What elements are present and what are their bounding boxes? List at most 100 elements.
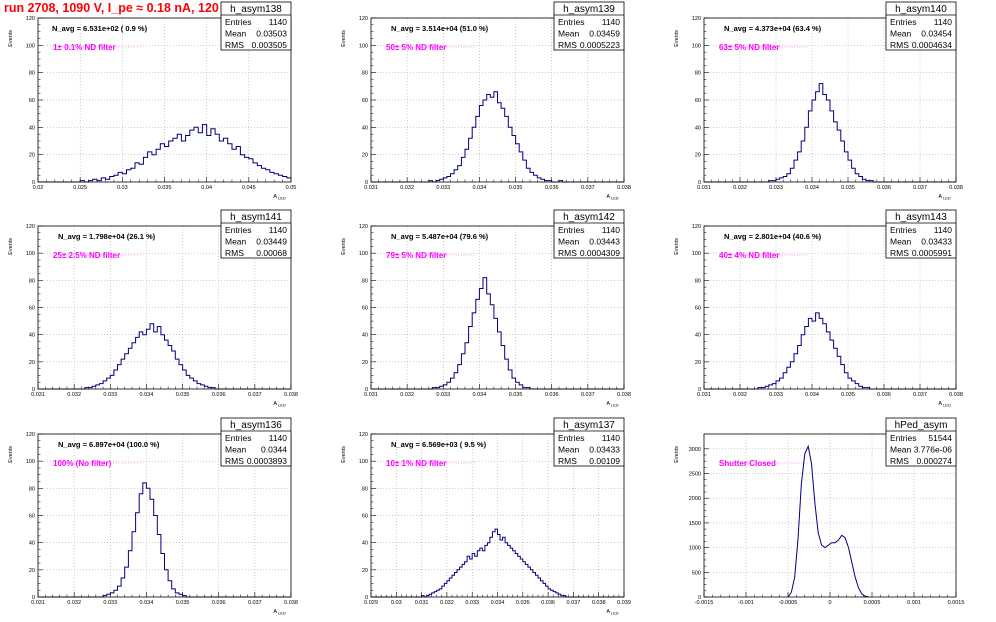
n-avg-label: N_avg = 2.801e+04 (40.6 %) <box>724 232 822 241</box>
stats-box-frame <box>553 209 625 259</box>
x-tick-label: 0.037 <box>581 392 595 398</box>
y-axis-title: Events <box>674 446 680 463</box>
y-tick-label: 20 <box>695 153 701 159</box>
stats-box-title: h_asym140 <box>895 4 947 15</box>
y-tick-label: 0 <box>365 595 368 601</box>
n-avg-label: N_avg = 1.798e+04 (26.1 %) <box>58 232 156 241</box>
x-tick-label: 0.038 <box>592 600 606 606</box>
stats-label-rms: RMS <box>558 40 577 50</box>
y-tick-label: 100 <box>359 459 368 465</box>
y-tick-label: 80 <box>362 278 368 284</box>
filter-label: 40± 4% ND filter <box>719 251 779 260</box>
n-avg-label: N_avg = 6.897e+04 (100.0 %) <box>58 440 160 449</box>
y-tick-label: 60 <box>695 306 701 312</box>
stats-label-mean: Mean <box>890 29 912 39</box>
y-tick-label: 20 <box>362 568 368 574</box>
y-tick-label: 120 <box>26 432 35 438</box>
histogram-line-hPed_asym <box>787 444 869 598</box>
y-tick-label: 80 <box>695 278 701 284</box>
stats-value-mean: 0.03433 <box>921 237 952 247</box>
x-tick-label: 0.033 <box>465 600 479 606</box>
y-tick-label: 20 <box>695 360 701 366</box>
x-axis-title-subscript: LED <box>611 611 619 616</box>
y-tick-label: 100 <box>692 43 701 49</box>
y-tick-label: 0 <box>32 387 35 393</box>
stats-value-rms: 0.00109 <box>589 456 620 466</box>
y-tick-label: 0 <box>698 387 701 393</box>
y-tick-label: 60 <box>362 514 368 520</box>
x-tick-label: 0.036 <box>212 600 226 606</box>
x-tick-label: 0.029 <box>364 600 378 606</box>
stats-value-mean: 0.03459 <box>589 29 620 39</box>
stats-value-mean: 0.03443 <box>589 237 620 247</box>
stats-box-frame <box>553 1 625 51</box>
x-axis-title: A <box>606 609 610 615</box>
stats-box-frame <box>885 417 957 467</box>
x-tick-label: 0.037 <box>913 392 927 398</box>
histogram-pad-h_asym141: 0.031 0.032 0.033 0.034 0.035 0.036 0.037 0.038… <box>8 209 298 408</box>
x-tick-label: 0.038 <box>617 392 631 398</box>
y-tick-label: 120 <box>359 16 368 22</box>
histogram-line-h_asym137 <box>371 528 624 598</box>
y-tick-label: 40 <box>29 125 35 131</box>
x-axis-title: A <box>938 194 942 200</box>
x-tick-label: 0.001 <box>907 600 921 606</box>
y-axis-title: Events <box>8 238 14 255</box>
stats-box-h_asym141: h_asym141 Entries 1140 Mean 0.03449 RMS 0.0006… <box>220 209 292 259</box>
y-tick-label: 120 <box>359 224 368 230</box>
x-tick-label: 0.032 <box>733 392 747 398</box>
y-tick-label: 2500 <box>689 472 701 478</box>
x-tick-label: 0.031 <box>364 185 378 191</box>
x-tick-label: 0.032 <box>67 600 81 606</box>
x-axis-title-subscript: LED <box>611 196 619 201</box>
y-tick-label: 80 <box>29 278 35 284</box>
stats-label-rms: RMS <box>890 248 909 258</box>
histogram-pad-h_asym138: 0.02 0.025 0.03 0.035 0.04 0.045 0.05 0 20 40 60 80… <box>8 1 297 201</box>
x-tick-label: 0.038 <box>949 392 963 398</box>
stats-value-entries: 1140 <box>934 225 953 235</box>
x-tick-label: 0.035 <box>509 392 523 398</box>
y-axis-title: Events <box>341 238 347 255</box>
x-tick-label: 0.038 <box>617 185 631 191</box>
x-tick-label: 0.02 <box>33 185 44 191</box>
filter-label: Shutter Closed <box>719 459 776 468</box>
n-avg-label: N_avg = 6.531e+02 ( 0.9 %) <box>52 24 148 33</box>
y-tick-label: 120 <box>359 432 368 438</box>
y-tick-label: 60 <box>29 306 35 312</box>
x-tick-label: 0.034 <box>473 392 487 398</box>
x-tick-label: 0.038 <box>284 600 298 606</box>
y-tick-label: 40 <box>362 541 368 547</box>
x-tick-label: 0.05 <box>286 185 297 191</box>
histogram-pad-h_asym142: 0.031 0.032 0.033 0.034 0.035 0.036 0.037 0.038… <box>341 209 631 408</box>
stats-value-entries: 1140 <box>602 433 621 443</box>
x-tick-label: 0.034 <box>140 392 154 398</box>
x-tick-label: 0.037 <box>248 600 262 606</box>
y-axis-title: Events <box>674 30 680 47</box>
n-avg-label: N_avg = 6.569e+03 ( 9.5 %) <box>391 440 487 449</box>
stats-box-title: h_asym139 <box>563 4 615 15</box>
x-tick-label: 0.031 <box>364 392 378 398</box>
x-axis-title-subscript: LED <box>278 403 286 408</box>
stats-label-mean: Mean <box>890 445 912 455</box>
x-tick-label: 0.033 <box>436 185 450 191</box>
x-tick-label: 0.031 <box>415 600 429 606</box>
y-tick-label: 120 <box>26 16 35 22</box>
x-tick-label: 0.0005 <box>864 600 881 606</box>
stats-label-mean: Mean <box>225 445 247 455</box>
y-tick-label: 80 <box>362 71 368 77</box>
x-axis-title-subscript: LED <box>278 611 286 616</box>
x-tick-label: 0.036 <box>545 392 559 398</box>
x-tick-label: 0.032 <box>733 185 747 191</box>
stats-label-rms: RMS <box>225 248 244 258</box>
y-tick-label: 20 <box>29 360 35 366</box>
x-tick-label: 0.04 <box>201 185 212 191</box>
y-axis-title: Events <box>8 446 14 463</box>
y-tick-label: 20 <box>29 568 35 574</box>
stats-label-rms: RMS <box>225 456 244 466</box>
x-tick-label: 0.034 <box>805 185 819 191</box>
stats-label-mean: Mean <box>558 237 580 247</box>
x-tick-label: 0.035 <box>158 185 172 191</box>
y-tick-label: 500 <box>692 570 701 576</box>
y-tick-label: 100 <box>26 251 35 257</box>
stats-box-h_asym143: h_asym143 Entries 1140 Mean 0.03433 RMS 0.0005… <box>885 209 957 259</box>
